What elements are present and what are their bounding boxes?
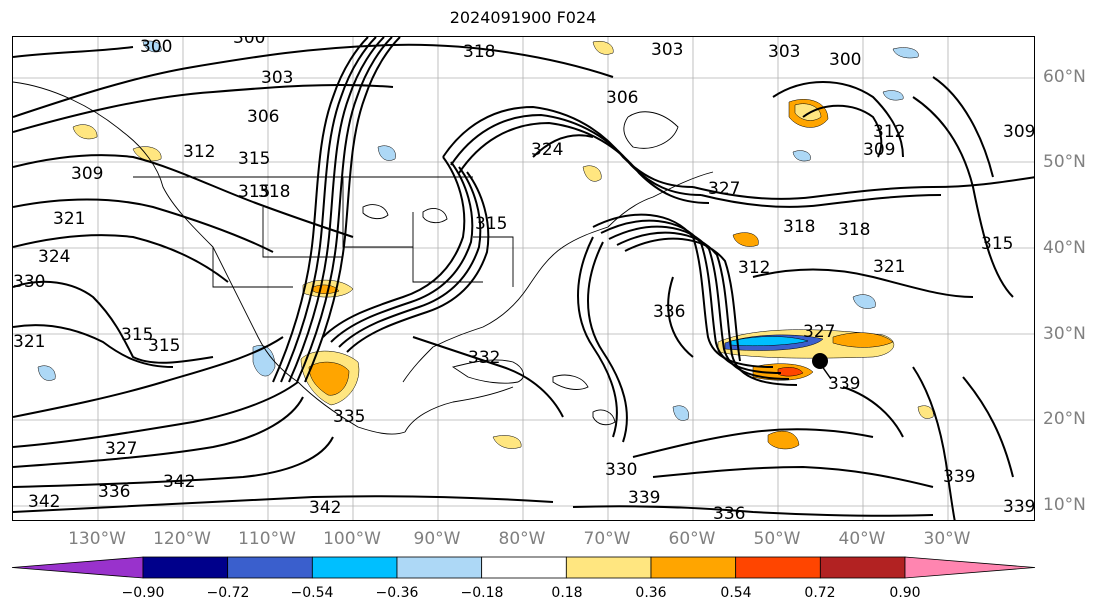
shaded-anomalies	[37, 40, 934, 450]
longitude-label: 60°W	[668, 529, 716, 549]
contour-label: 312	[183, 142, 215, 162]
contour-label: 309	[1003, 122, 1035, 142]
contour-label: 315	[981, 234, 1013, 254]
contour-label: 327	[803, 322, 835, 342]
colorbar-tick-label: 0.54	[720, 585, 752, 601]
contour-label: 324	[531, 140, 563, 160]
map-canvas: 300 300 303 318 303 306 303 300 312 309 …	[13, 37, 1035, 521]
longitude-label: 110°W	[238, 529, 296, 549]
contour-label: 312	[738, 258, 770, 278]
contour-label: 315	[475, 214, 507, 234]
contour-label: 312	[873, 122, 905, 142]
longitude-label: 120°W	[153, 529, 211, 549]
contour-label: 335	[333, 407, 365, 427]
contour-label: 318	[258, 182, 290, 202]
contour-label: 303	[768, 42, 800, 62]
contour-label: 300	[140, 37, 172, 57]
colorbar-segment	[311, 556, 398, 579]
gridlines	[13, 37, 1034, 520]
colorbar-segment	[481, 556, 567, 579]
latitude-label: 60°N	[1043, 67, 1086, 87]
longitude-label: 80°W	[498, 529, 546, 549]
colorbar-segment	[819, 556, 906, 579]
contour-label: 306	[606, 88, 638, 108]
colorbar-segment	[735, 556, 821, 579]
contour-label: 324	[38, 247, 70, 267]
contour-label: 332	[468, 348, 500, 368]
latitude-label: 50°N	[1043, 152, 1086, 172]
latitude-label: 30°N	[1043, 324, 1086, 344]
colorbar-segment	[565, 556, 652, 579]
contour-label: 327	[105, 439, 137, 459]
contour-label: 315	[238, 182, 270, 202]
contour-label: 342	[309, 498, 341, 518]
storm-track-line	[818, 361, 832, 380]
longitude-label: 130°W	[68, 529, 126, 549]
contour-label: 300	[233, 37, 265, 48]
colorbar-segment	[11, 556, 144, 579]
colorbar-segment	[396, 556, 483, 579]
map-panel: 300 300 303 318 303 306 303 300 312 309 …	[12, 36, 1035, 521]
latitude-label: 10°N	[1043, 495, 1086, 515]
contour-label: 318	[838, 220, 870, 240]
contour-label: 315	[238, 149, 270, 169]
storm-center-marker	[812, 353, 828, 369]
colorbar-segment	[142, 556, 229, 579]
longitude-label: 30°W	[923, 529, 971, 549]
contour-label: 339	[1003, 497, 1035, 517]
contour-label: 300	[829, 50, 861, 70]
contour-label: 318	[783, 217, 815, 237]
contour-label: 321	[53, 209, 85, 229]
contour-label: 315	[148, 336, 180, 356]
colorbar-tick-label: −0.72	[206, 585, 250, 601]
contour-label: 330	[13, 272, 45, 292]
contour-label: 342	[28, 492, 60, 512]
colorbar-tick-label: −0.18	[460, 585, 504, 601]
colorbar-tick-label: −0.36	[375, 585, 419, 601]
colorbar-tick-label: −0.54	[290, 585, 334, 601]
contour-label: 330	[605, 460, 637, 480]
contour-label-group: 300 300 303 318 303 306 303 300 312 309 …	[13, 37, 1035, 521]
contour-label: 336	[653, 302, 685, 322]
contour-label: 303	[651, 40, 683, 60]
contour-label: 339	[828, 374, 860, 394]
contour-label: 336	[713, 504, 745, 521]
colorbar-tick-label: 0.90	[889, 585, 921, 601]
contour-label: 315	[121, 325, 153, 345]
colorbar	[11, 556, 1036, 579]
longitude-label: 40°W	[838, 529, 886, 549]
contour-label: 309	[71, 164, 103, 184]
contour-label: 318	[463, 42, 495, 62]
contour-label: 339	[943, 467, 975, 487]
contour-label: 321	[873, 257, 905, 277]
contour-label: 306	[247, 107, 279, 127]
latitude-label: 40°N	[1043, 238, 1086, 258]
contour-label: 327	[708, 179, 740, 199]
longitude-label: 100°W	[323, 529, 381, 549]
longitude-label: 50°W	[753, 529, 801, 549]
contour-label: 336	[98, 482, 130, 502]
latitude-label: 20°N	[1043, 409, 1086, 429]
colorbar-tick-label: −0.90	[121, 585, 165, 601]
colorbar-segment	[227, 556, 313, 579]
colorbar-tick-label: 0.18	[551, 585, 583, 601]
colorbar-tick-label: 0.72	[804, 585, 836, 601]
contour-label: 342	[163, 472, 195, 492]
contour-label: 303	[261, 68, 293, 88]
longitude-label: 70°W	[583, 529, 631, 549]
colorbar-tick-label: 0.36	[635, 585, 667, 601]
longitude-label: 90°W	[413, 529, 461, 549]
plot-title: 2024091900 F024	[449, 8, 597, 27]
height-contours	[13, 37, 1034, 520]
colorbar-segment	[904, 556, 1036, 579]
contour-label: 309	[863, 140, 895, 160]
colorbar-segment	[650, 556, 737, 579]
contour-label: 339	[628, 488, 660, 508]
contour-label: 321	[13, 332, 45, 352]
